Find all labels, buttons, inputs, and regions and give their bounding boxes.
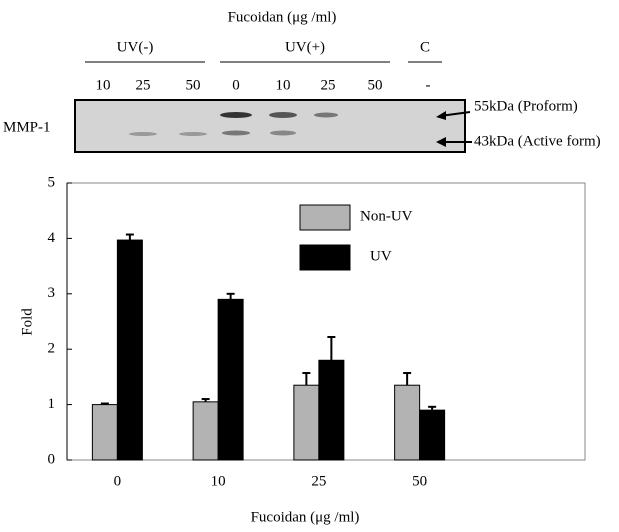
bar (193, 402, 218, 460)
lane-label: - (426, 77, 431, 93)
y-tick-label: 1 (48, 396, 56, 412)
group-label: C (420, 39, 430, 55)
lane-label: 50 (186, 77, 201, 93)
x-tick-label: 10 (211, 473, 226, 489)
lane-label: 50 (368, 77, 383, 93)
protein-label: MMP-1 (3, 119, 51, 135)
y-tick-label: 5 (48, 174, 56, 190)
legend-label: UV (370, 248, 392, 264)
marker-label: 43kDa (Active form) (474, 133, 601, 149)
y-tick-label: 2 (48, 341, 56, 357)
bar (218, 299, 243, 460)
bar (395, 385, 420, 460)
page: Fucoidan (μg /ml) UV(-) UV(+) C 10 25 50… (0, 0, 619, 532)
figure: Fucoidan (μg /ml) UV(-) UV(+) C 10 25 50… (0, 0, 619, 532)
legend-label: Non-UV (360, 208, 413, 224)
bar (117, 240, 142, 460)
y-tick-label: 3 (48, 285, 56, 301)
y-tick-label: 4 (48, 230, 56, 246)
group-label: UV(+) (285, 39, 325, 55)
lane-label: 25 (136, 77, 151, 93)
bar (92, 405, 117, 460)
legend-swatch (300, 205, 350, 230)
x-tick-label: 50 (412, 473, 427, 489)
y-tick-label: 0 (48, 451, 56, 467)
lane-label: 10 (276, 77, 291, 93)
marker-label: 55kDa (Proform) (474, 98, 578, 114)
bar (294, 385, 319, 460)
lane-label: 25 (321, 77, 336, 93)
bar (319, 360, 344, 460)
x-axis-label: Fucoidan (μg /ml) (251, 509, 360, 525)
y-axis-label: Fold (19, 308, 35, 336)
bar (420, 410, 445, 460)
lane-label: 10 (96, 77, 111, 93)
blot-image (75, 100, 465, 152)
x-tick-label: 25 (311, 473, 326, 489)
legend-swatch (300, 245, 350, 270)
group-label: UV(-) (117, 39, 154, 55)
blot-title: Fucoidan (μg /ml) (228, 9, 337, 25)
x-tick-label: 0 (114, 473, 122, 489)
lane-label: 0 (232, 77, 240, 93)
